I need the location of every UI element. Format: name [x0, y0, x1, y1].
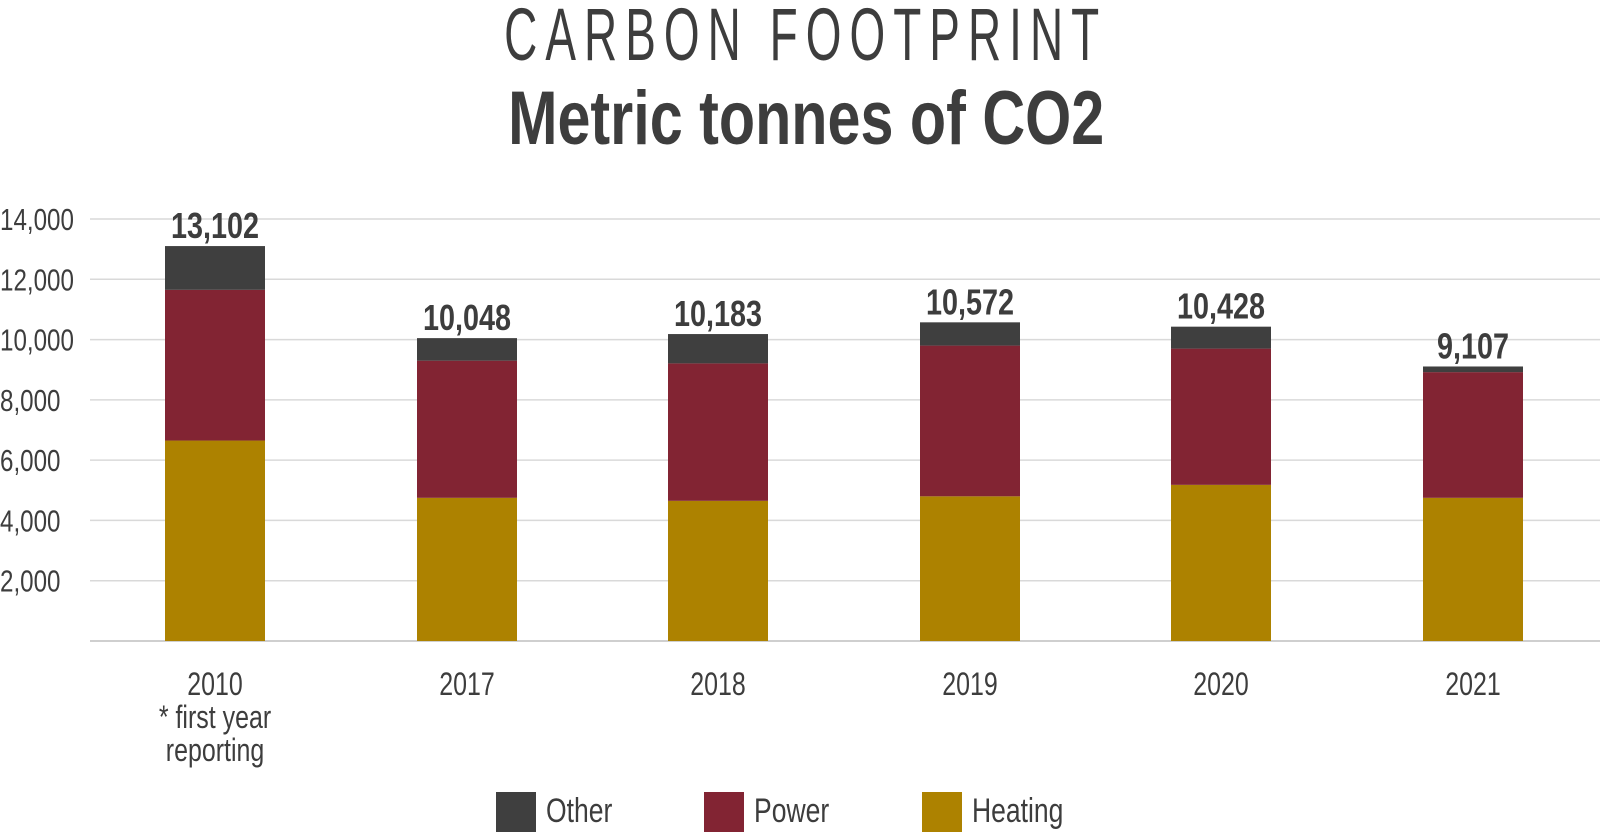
y-tick-label: 8,000	[0, 383, 60, 418]
bar-total-label: 10,428	[1177, 286, 1265, 327]
bar-segment-heating	[165, 440, 265, 641]
bar-total-label: 10,183	[674, 293, 762, 334]
legend-label-power: Power	[754, 792, 830, 830]
y-tick-label: 4,000	[0, 504, 60, 539]
chart-title: CARBON FOOTPRINT	[504, 0, 1108, 76]
legend-swatch-power	[704, 792, 744, 832]
x-tick-note: * first year	[159, 700, 272, 736]
bar-total-label: 10,572	[926, 281, 1014, 322]
bar-segment-power	[668, 363, 768, 501]
bar-segment-power	[1423, 372, 1523, 498]
x-tick-label: 2017	[439, 667, 495, 703]
bar-segment-other	[668, 334, 768, 364]
legend-label-heating: Heating	[972, 792, 1064, 830]
bar-segment-heating	[1423, 497, 1523, 641]
bar-segment-power	[165, 289, 265, 441]
x-tick-label: 2020	[1193, 667, 1249, 703]
bar-segment-other	[165, 246, 265, 290]
bar-segment-power	[417, 360, 517, 498]
y-tick-label: 14,000	[0, 202, 74, 237]
bar-segment-other	[920, 322, 1020, 346]
bar-total-label: 10,048	[423, 297, 511, 338]
bar-total-label: 13,102	[171, 205, 259, 246]
bar-segment-other	[417, 338, 517, 361]
x-tick-note: reporting	[166, 733, 264, 769]
bar-segment-other	[1171, 326, 1271, 349]
stacked-bar-chart: 2,000 4,000 6,000 8,000 10,000 12,000 14,000 13…	[0, 202, 1600, 769]
y-tick-label: 10,000	[0, 323, 74, 358]
x-tick-label: 2018	[690, 667, 746, 703]
x-tick-label: 2010	[187, 667, 243, 703]
bar-segment-other	[1423, 366, 1523, 373]
legend-swatch-heating	[922, 792, 962, 832]
bar-segment-heating	[417, 497, 517, 641]
y-tick-label: 6,000	[0, 443, 60, 478]
legend: Other Power Heating	[0, 790, 1600, 832]
bar-segment-heating	[668, 500, 768, 641]
legend-swatch-other	[496, 792, 536, 832]
y-tick-label: 2,000	[0, 564, 60, 599]
x-tick-label: 2019	[942, 667, 998, 703]
bar-segment-power	[920, 345, 1020, 497]
legend-label-other: Other	[546, 792, 613, 830]
bar-segment-power	[1171, 348, 1271, 485]
chart-subtitle: Metric tonnes of CO2	[508, 76, 1105, 161]
bar-segment-heating	[920, 496, 1020, 641]
bar-total-label: 9,107	[1437, 325, 1509, 366]
y-tick-label: 12,000	[0, 262, 74, 297]
bar-segment-heating	[1171, 484, 1271, 641]
x-tick-label: 2021	[1445, 667, 1501, 703]
